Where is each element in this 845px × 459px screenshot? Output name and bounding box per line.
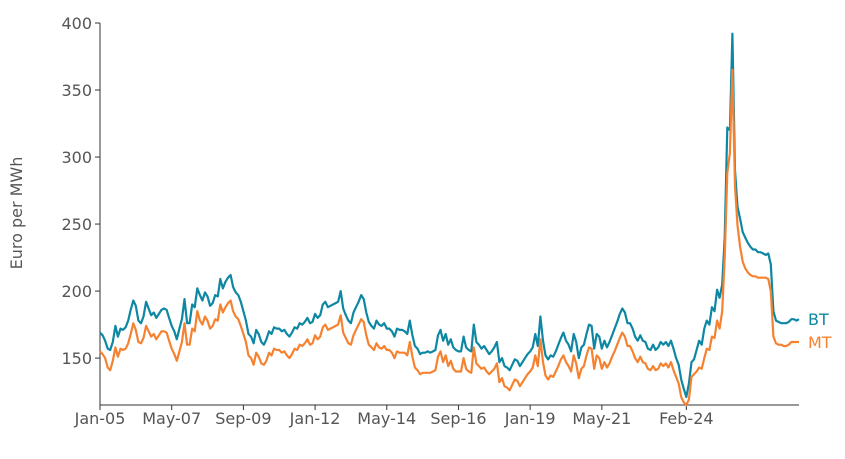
x-tick-label: May-14 (357, 409, 416, 428)
y-axis-title: Euro per MWh (7, 157, 26, 270)
y-tick-label: 150 (61, 349, 92, 368)
x-tick-label: Jan-19 (504, 409, 556, 428)
y-tick-label: 400 (61, 14, 92, 33)
y-tick-label: 300 (61, 148, 92, 167)
series-line-mt (99, 68, 799, 407)
x-tick-label: Sep-09 (215, 409, 271, 428)
x-tick-label: Sep-16 (430, 409, 486, 428)
y-tick-label: 250 (61, 215, 92, 234)
x-tick-label: Jan-05 (74, 409, 126, 428)
plot-area (99, 32, 800, 407)
x-tick-label: May-07 (142, 409, 201, 428)
x-axis: Jan-05 May-07 Sep-09 Jan-12 May-14 Sep-16 Jan-… (74, 404, 799, 428)
legend: BT MT (808, 310, 832, 352)
x-tick-label: Jan-12 (289, 409, 341, 428)
y-axis: 150 200 250 300 350 400 (61, 14, 101, 405)
y-tick-label: 200 (61, 282, 92, 301)
x-tick-label: Feb-24 (659, 409, 713, 428)
series-label-bt: BT (808, 310, 829, 329)
y-tick-label: 350 (61, 81, 92, 100)
series-label-mt: MT (808, 333, 832, 352)
series-line-bt (99, 32, 800, 399)
x-tick-label: May-21 (572, 409, 631, 428)
